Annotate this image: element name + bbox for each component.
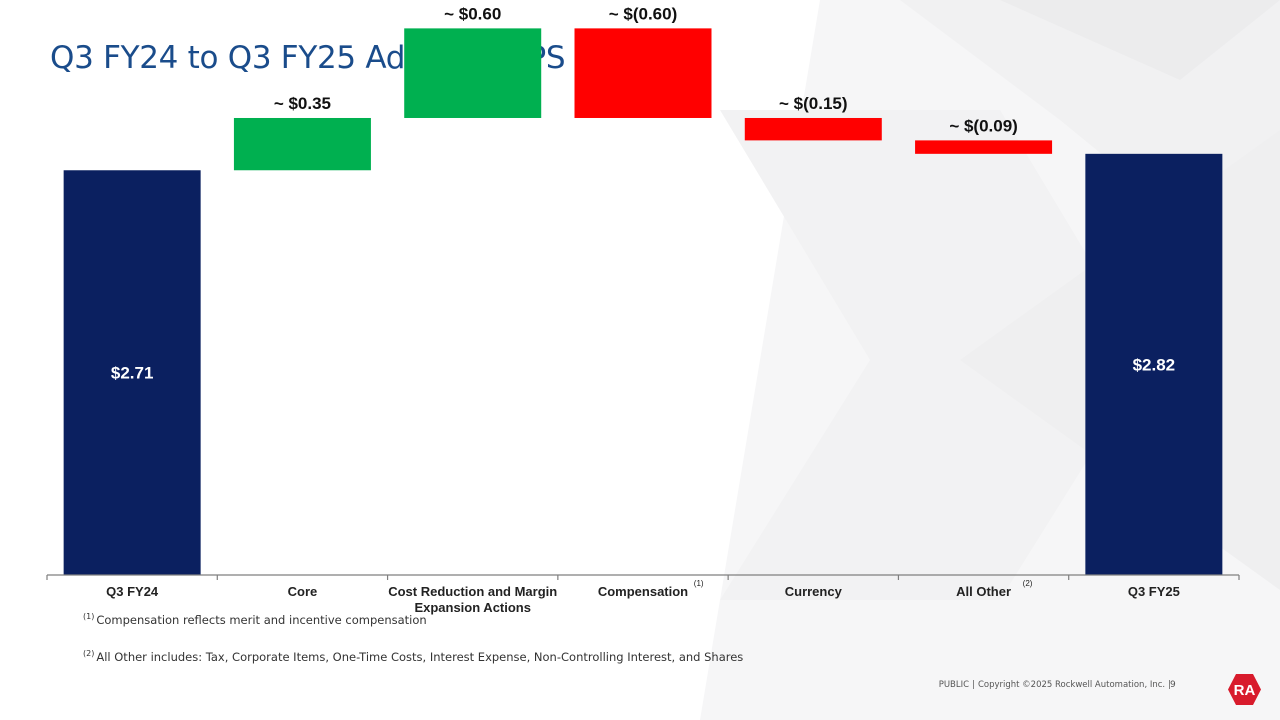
waterfall-bar: [915, 140, 1053, 154]
page-number: 9: [1170, 680, 1176, 690]
footer: PUBLIC | Copyright ©2025 Rockwell Automati…: [938, 680, 1171, 690]
waterfall-bar: [233, 117, 371, 171]
footnote-1-text: Compensation reflects merit and incentiv…: [96, 612, 427, 627]
bar-value-label: $2.71: [111, 364, 154, 383]
footer-copyright: Copyright ©2025 Rockwell Automation, Inc…: [977, 680, 1166, 690]
waterfall-bar: [1085, 153, 1223, 575]
x-tick-label: Q3 FY24: [106, 584, 159, 599]
bar-value-label: ~ $(0.60): [609, 4, 678, 23]
x-tick-label: Q3 FY25: [1128, 584, 1180, 599]
x-tick-label: Core: [288, 584, 318, 599]
x-tick-label: Expansion Actions: [414, 600, 531, 615]
waterfall-bar: [63, 170, 201, 575]
footnote-2: (2) All Other includes: Tax, Corporate It…: [83, 649, 743, 664]
bar-value-label: ~ $0.35: [274, 94, 331, 113]
footnote-2-marker: (2): [83, 649, 95, 658]
x-tick-label: All Other: [956, 584, 1011, 599]
bar-value-label: ~ $(0.15): [779, 94, 848, 113]
x-tick-footnote-marker: (2): [1023, 579, 1033, 588]
logo-text: RA: [1234, 682, 1256, 699]
bar-value-label: ~ $0.60: [444, 4, 501, 23]
x-tick-footnote-marker: (1): [694, 579, 704, 588]
waterfall-bar: [574, 28, 712, 118]
rockwell-logo: RA: [1228, 674, 1261, 705]
waterfall-bar: [744, 117, 882, 141]
footnote-1-marker: (1): [83, 612, 95, 621]
footnote-1: (1) Compensation reflects merit and incen…: [83, 612, 427, 627]
eps-waterfall-chart: $2.71 ~ $0.35 ~ $0.60 ~ $(0.60) ~ $(0.15) ~ $…: [46, 4, 1240, 615]
bar-value-label: $2.82: [1133, 355, 1176, 374]
x-tick-label: Currency: [785, 584, 843, 599]
slide-title: Q3 FY24 to Q3 FY25 Adjusted EPS Walk: [50, 40, 648, 76]
footnote-2-text: All Other includes: Tax, Corporate Items…: [96, 649, 744, 664]
x-tick-label: Compensation: [598, 584, 688, 599]
x-tick-label: Cost Reduction and Margin: [388, 584, 557, 599]
footer-classification: PUBLIC: [938, 680, 970, 690]
waterfall-bar: [404, 28, 542, 118]
bar-value-label: ~ $(0.09): [949, 116, 1018, 135]
